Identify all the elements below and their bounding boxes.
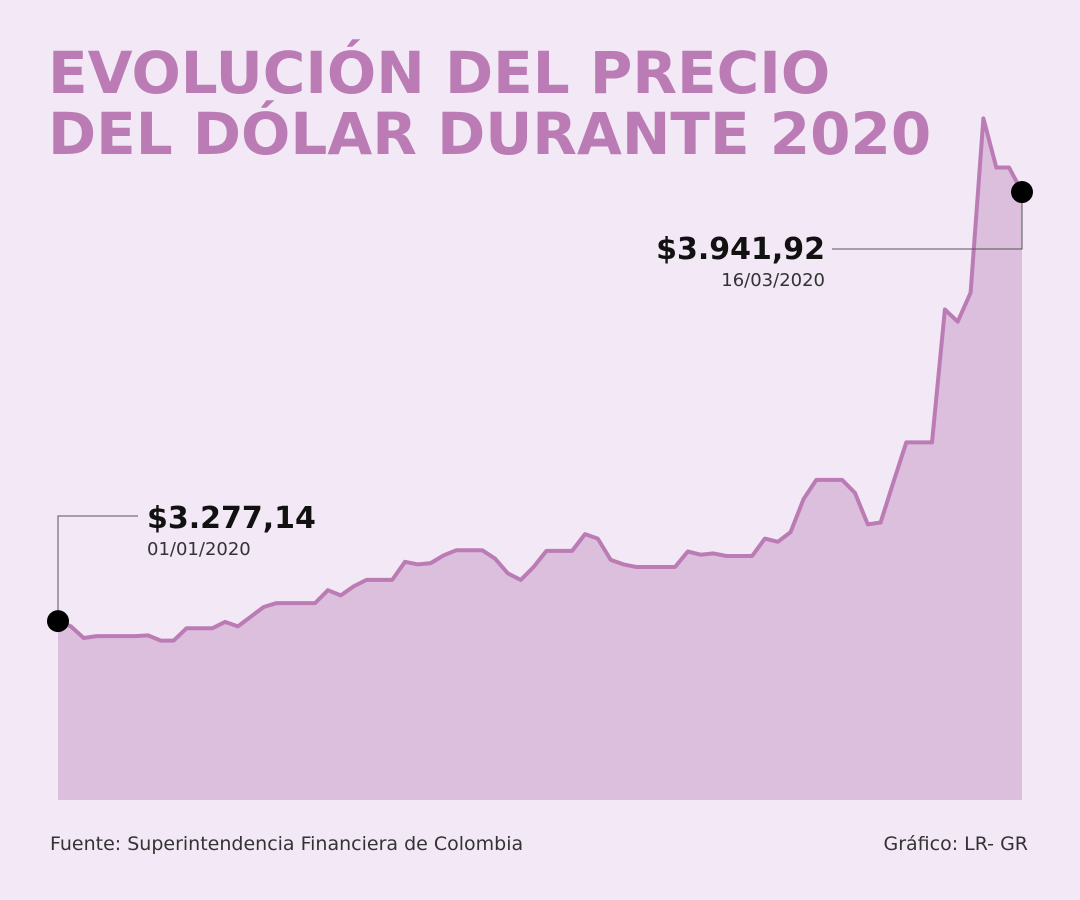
data-point-68 (930, 440, 934, 444)
chart-title: EVOLUCIÓN DEL PRECIO DEL DÓLAR DURANTE 2… (48, 38, 931, 168)
data-point-33 (480, 548, 484, 552)
data-point-72 (981, 116, 985, 120)
data-point-28 (416, 562, 420, 566)
data-point-21 (326, 588, 330, 592)
data-point-49 (686, 550, 690, 554)
end-value-label: $3.941,92 (656, 232, 825, 267)
data-point-50 (699, 553, 703, 557)
data-point-64 (879, 520, 883, 524)
data-point-60 (827, 478, 831, 482)
data-point-55 (763, 537, 767, 541)
data-point-13 (223, 620, 227, 624)
data-point-46 (647, 565, 651, 569)
data-point-40 (570, 549, 574, 553)
data-point-63 (866, 522, 870, 526)
title-line-2: DEL DÓLAR DURANTE 2020 (48, 99, 931, 168)
data-point-41 (583, 532, 587, 536)
data-point-31 (454, 548, 458, 552)
data-point-67 (917, 440, 921, 444)
data-point-56 (776, 540, 780, 544)
data-point-65 (891, 480, 895, 484)
data-point-11 (197, 626, 201, 630)
source-text: Fuente: Superintendencia Financiera de C… (50, 833, 523, 855)
data-point-66 (904, 440, 908, 444)
data-point-20 (313, 601, 317, 605)
data-point-70 (956, 320, 960, 324)
data-point-16 (262, 605, 266, 609)
data-point-57 (789, 530, 793, 534)
data-point-9 (172, 639, 176, 643)
end-leader-line (832, 192, 1023, 250)
data-point-48 (673, 565, 677, 569)
credit-text: Gráfico: LR- GR (884, 833, 1029, 855)
data-point-42 (596, 537, 600, 541)
data-point-43 (609, 558, 613, 562)
start-marker (47, 610, 69, 633)
data-point-26 (390, 578, 394, 582)
data-point-71 (969, 291, 973, 295)
data-point-17 (275, 601, 279, 605)
data-point-37 (532, 565, 536, 569)
start-leader-line (57, 515, 138, 622)
data-point-59 (814, 478, 818, 482)
data-point-25 (377, 578, 381, 582)
data-point-19 (300, 601, 304, 605)
title-line-1: EVOLUCIÓN DEL PRECIO (48, 38, 830, 107)
data-point-10 (185, 626, 189, 630)
data-point-45 (634, 565, 638, 569)
data-point-5 (120, 634, 124, 638)
data-point-18 (287, 601, 291, 605)
data-point-29 (429, 561, 433, 565)
data-point-7 (146, 633, 150, 637)
data-point-44 (622, 562, 626, 566)
data-point-36 (519, 578, 523, 582)
data-point-8 (159, 639, 163, 643)
end-date-label: 16/03/2020 (721, 270, 825, 291)
data-point-53 (737, 554, 741, 558)
data-point-35 (506, 571, 510, 575)
price-series-line (57, 116, 1024, 643)
data-point-2 (82, 636, 86, 640)
data-point-52 (724, 554, 728, 558)
data-point-6 (133, 634, 137, 638)
start-value-label: $3.277,14 (147, 501, 316, 536)
data-point-38 (544, 549, 548, 553)
data-point-73 (994, 165, 998, 169)
data-point-15 (249, 615, 253, 619)
data-point-61 (840, 478, 844, 482)
data-point-30 (442, 553, 446, 557)
data-point-62 (853, 491, 857, 495)
data-point-58 (801, 497, 805, 501)
data-point-22 (339, 593, 343, 597)
data-point-24 (364, 578, 368, 582)
data-point-74 (1007, 165, 1011, 169)
data-point-32 (467, 548, 471, 552)
data-point-1 (69, 624, 73, 628)
data-point-69 (943, 307, 947, 311)
data-point-51 (712, 551, 716, 555)
data-point-27 (403, 560, 407, 564)
data-point-12 (210, 626, 214, 630)
data-point-47 (660, 565, 664, 569)
data-point-4 (107, 634, 111, 638)
start-date-label: 01/01/2020 (147, 539, 251, 560)
data-point-14 (236, 624, 240, 628)
data-point-39 (557, 549, 561, 553)
end-marker (1011, 181, 1033, 204)
data-point-3 (95, 634, 99, 638)
data-point-23 (352, 584, 356, 588)
data-point-54 (750, 554, 754, 558)
price-area-fill (58, 118, 1022, 800)
data-point-34 (493, 557, 497, 561)
